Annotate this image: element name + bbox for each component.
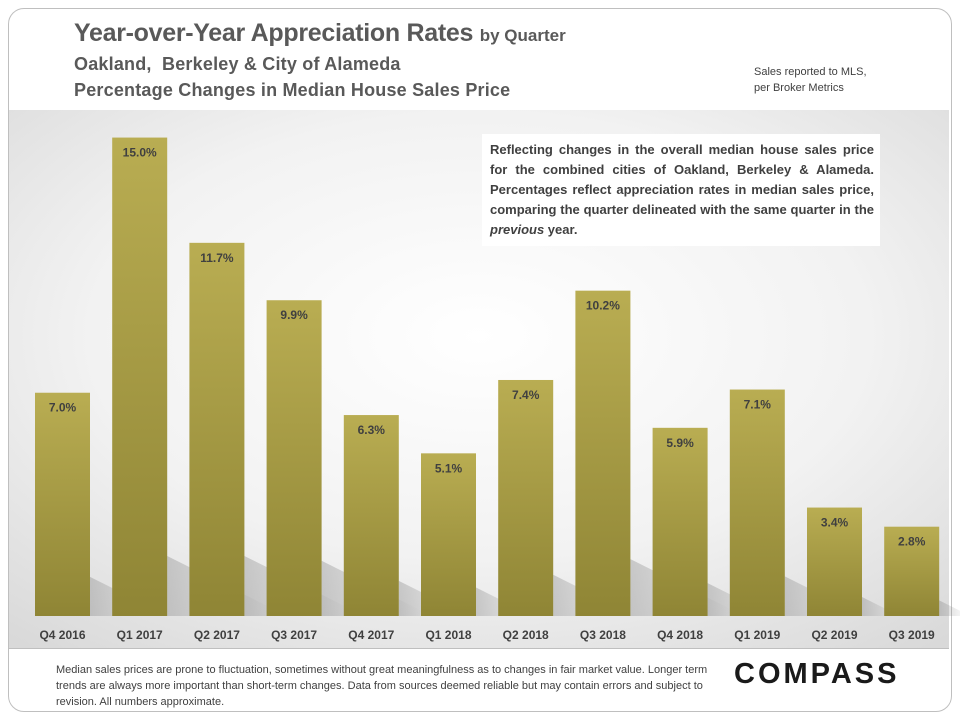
chart-subtitle-2: Percentage Changes in Median House Sales… [74, 80, 511, 100]
x-tick-label: Q3 2018 [580, 628, 626, 642]
bar [575, 290, 631, 616]
bar [807, 507, 862, 616]
data-label: 5.1% [435, 461, 463, 475]
bar [884, 526, 940, 616]
footer-divider [9, 648, 949, 649]
compass-logo: COMPASS [734, 658, 900, 690]
footer-disclaimer: Median sales prices are prone to fluctua… [56, 664, 708, 708]
data-label: 6.3% [358, 423, 386, 437]
bars [35, 137, 940, 616]
data-label: 7.0% [49, 401, 77, 415]
data-label: 15.0% [123, 146, 157, 160]
data-label: 9.9% [280, 308, 308, 322]
bar [35, 392, 90, 616]
explanation-note: Reflecting changes in the overall median… [482, 134, 880, 246]
data-label: 7.1% [744, 398, 772, 412]
source-line-1: Sales reported to MLS, [754, 66, 867, 78]
x-tick-label: Q3 2019 [889, 628, 935, 642]
x-tick-label: Q1 2017 [117, 628, 163, 642]
bar [421, 453, 476, 616]
bar-shadow [939, 600, 960, 616]
bar [266, 300, 322, 616]
bar [189, 242, 245, 616]
note-text-emphasis: previous [490, 222, 545, 237]
x-tick-label: Q1 2019 [734, 628, 780, 642]
source-note: Sales reported to MLS, per Broker Metric… [754, 64, 867, 96]
x-tick-label: Q4 2017 [348, 628, 394, 642]
x-tick-label: Q1 2018 [425, 628, 471, 642]
chart-title-suffix: by Quarter [479, 26, 566, 45]
data-label: 3.4% [821, 516, 849, 530]
chart-title: Year-over-Year Appreciation Rates by Qua… [74, 18, 566, 51]
data-label: 5.9% [666, 436, 694, 450]
data-labels: 7.0% 15.0% 11.7% 9.9% 6.3% 5.1% 7.4% 10.2% 5.9% 7… [49, 146, 926, 549]
x-tick-label: Q4 2016 [39, 628, 85, 642]
bar [729, 389, 785, 616]
header: Year-over-Year Appreciation Rates by Qua… [74, 18, 566, 103]
data-label: 11.7% [200, 251, 234, 265]
source-line-2: per Broker Metrics [754, 82, 844, 94]
data-label: 2.8% [898, 535, 926, 549]
x-tick-label: Q4 2018 [657, 628, 703, 642]
bar [343, 415, 399, 616]
bar [112, 137, 168, 616]
note-text-after: year. [544, 222, 578, 237]
x-tick-label: Q3 2017 [271, 628, 317, 642]
bar [652, 427, 708, 616]
note-text-before: Reflecting changes in the overall median… [490, 142, 874, 217]
x-tick-label: Q2 2018 [503, 628, 549, 642]
data-label: 10.2% [586, 299, 620, 313]
x-axis-tick-labels: Q4 2016 Q1 2017 Q2 2017 Q3 2017 Q4 2017 Q1 20… [39, 628, 935, 642]
chart-subtitle-1: Oakland, Berkeley & City of Alameda [74, 54, 401, 74]
x-tick-label: Q2 2017 [194, 628, 240, 642]
x-tick-label: Q2 2019 [811, 628, 857, 642]
bar [498, 379, 554, 616]
chart-title-main: Year-over-Year Appreciation Rates [74, 19, 474, 47]
data-label: 7.4% [512, 388, 540, 402]
